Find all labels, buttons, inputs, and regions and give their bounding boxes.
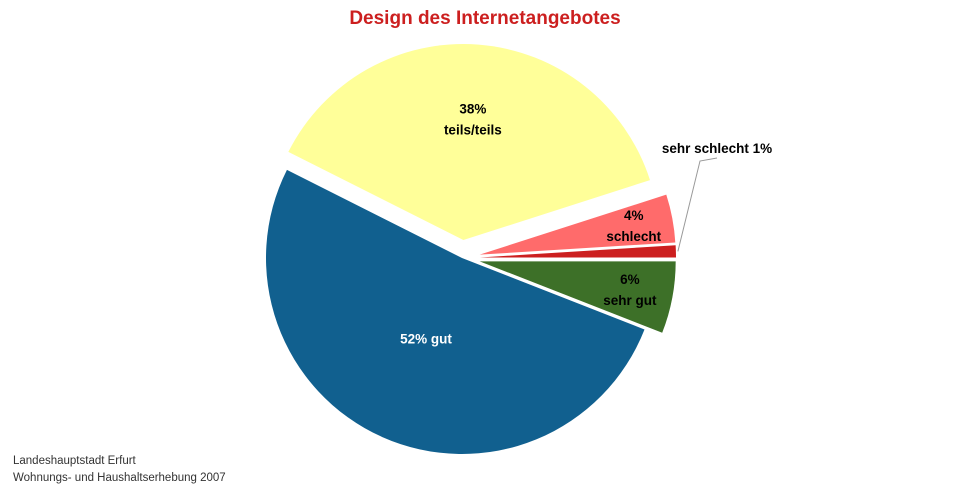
- slice-label: sehr schlecht 1%: [662, 141, 772, 156]
- slice-label: schlecht: [606, 229, 661, 244]
- footer-survey: Wohnungs- und Haushaltserhebung 2007: [13, 472, 226, 484]
- chart-title: Design des Internetangebotes: [349, 8, 621, 29]
- slice-label: 6%: [620, 272, 640, 287]
- slice-label: 38%: [459, 101, 486, 116]
- pie-slice-teils-teils: [288, 44, 650, 241]
- callout-line: [677, 157, 718, 252]
- slice-label: teils/teils: [444, 122, 502, 137]
- pie-slice-sehr-gut: [479, 261, 676, 333]
- pie-slice-sehr-schlecht: [479, 245, 676, 258]
- slice-label: sehr gut: [603, 293, 657, 308]
- slice-label: 52% gut: [400, 332, 452, 347]
- pie-slice-gut: [265, 169, 645, 455]
- footer-organization: Landeshauptstadt Erfurt: [13, 455, 136, 467]
- pie-slice-schlecht: [479, 194, 676, 255]
- slice-label: 4%: [624, 208, 644, 223]
